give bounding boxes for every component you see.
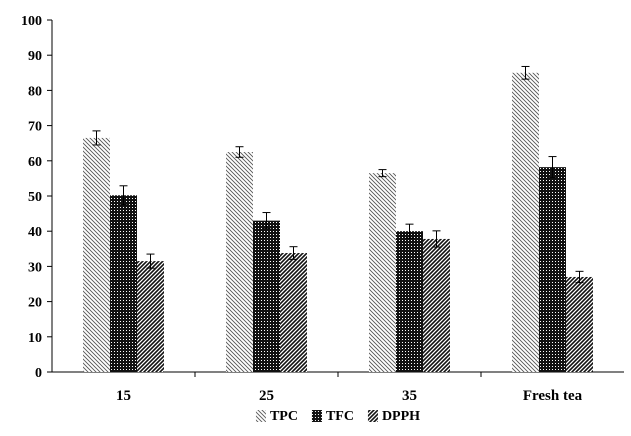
bar-tfc-15 — [110, 195, 137, 372]
bar-tpc-fresh-tea — [512, 72, 539, 373]
bar-dpph-25 — [280, 253, 307, 372]
legend-swatch — [255, 410, 266, 422]
y-tick-label: 0 — [35, 366, 42, 381]
y-tick-label: 50 — [28, 190, 42, 205]
bars — [83, 72, 593, 373]
x-tick-label: 25 — [259, 388, 274, 404]
x-tick-label: Fresh tea — [523, 388, 583, 404]
bar-dpph-35 — [423, 238, 450, 372]
error-bar-tfc-1 — [262, 212, 271, 230]
y-tick-label: 20 — [28, 296, 42, 311]
legend: TPC TFC DPPH — [255, 409, 420, 424]
y-tick-label: 40 — [28, 225, 42, 240]
bar-tpc-15 — [83, 137, 110, 372]
error-bar-dpph-1 — [289, 246, 298, 260]
x-tick-label: 35 — [402, 388, 417, 404]
legend-label: DPPH — [382, 409, 420, 424]
y-tick-label: 60 — [28, 155, 42, 170]
bar-tfc-35 — [396, 231, 423, 372]
y-tick-label: 80 — [28, 84, 42, 99]
error-bar-tfc-0 — [119, 185, 128, 206]
bar-tpc-35 — [369, 173, 396, 372]
bar-dpph-fresh-tea — [566, 276, 593, 372]
legend-item-tfc: TFC — [311, 409, 354, 424]
y-axis-ticks: 0 10 20 30 40 50 60 70 80 90 100 — [21, 14, 52, 381]
error-bar-dpph-0 — [146, 253, 155, 269]
legend-label: TPC — [270, 409, 298, 424]
error-bar-dpph-2 — [432, 230, 441, 248]
legend-item-dpph: DPPH — [367, 409, 420, 424]
bar-tfc-25 — [253, 220, 280, 372]
error-bar-tpc-3 — [521, 65, 530, 80]
legend-item-tpc: TPC — [255, 409, 298, 424]
error-bar-tpc-1 — [235, 146, 244, 158]
error-bar-tfc-2 — [405, 223, 414, 239]
legend-swatch — [311, 410, 322, 422]
y-tick-label: 100 — [21, 14, 42, 29]
bar-dpph-15 — [137, 261, 164, 372]
y-tick-label: 10 — [28, 331, 42, 346]
y-tick-label: 30 — [28, 260, 42, 275]
bar-tfc-fresh-tea — [539, 167, 566, 372]
error-bar-dpph-3 — [575, 270, 584, 284]
error-bar-tpc-2 — [378, 169, 387, 178]
x-tick-label: 15 — [116, 388, 131, 404]
legend-label: TFC — [326, 409, 354, 424]
bar-tpc-25 — [226, 152, 253, 372]
error-bar-tfc-3 — [548, 156, 557, 179]
legend-swatch — [367, 410, 378, 422]
y-tick-label: 90 — [28, 49, 42, 64]
error-bar-tpc-0 — [92, 130, 101, 146]
x-axis-ticks: 15 25 35 Fresh tea — [116, 372, 583, 404]
error-bars — [92, 65, 584, 284]
y-tick-label: 70 — [28, 120, 42, 135]
